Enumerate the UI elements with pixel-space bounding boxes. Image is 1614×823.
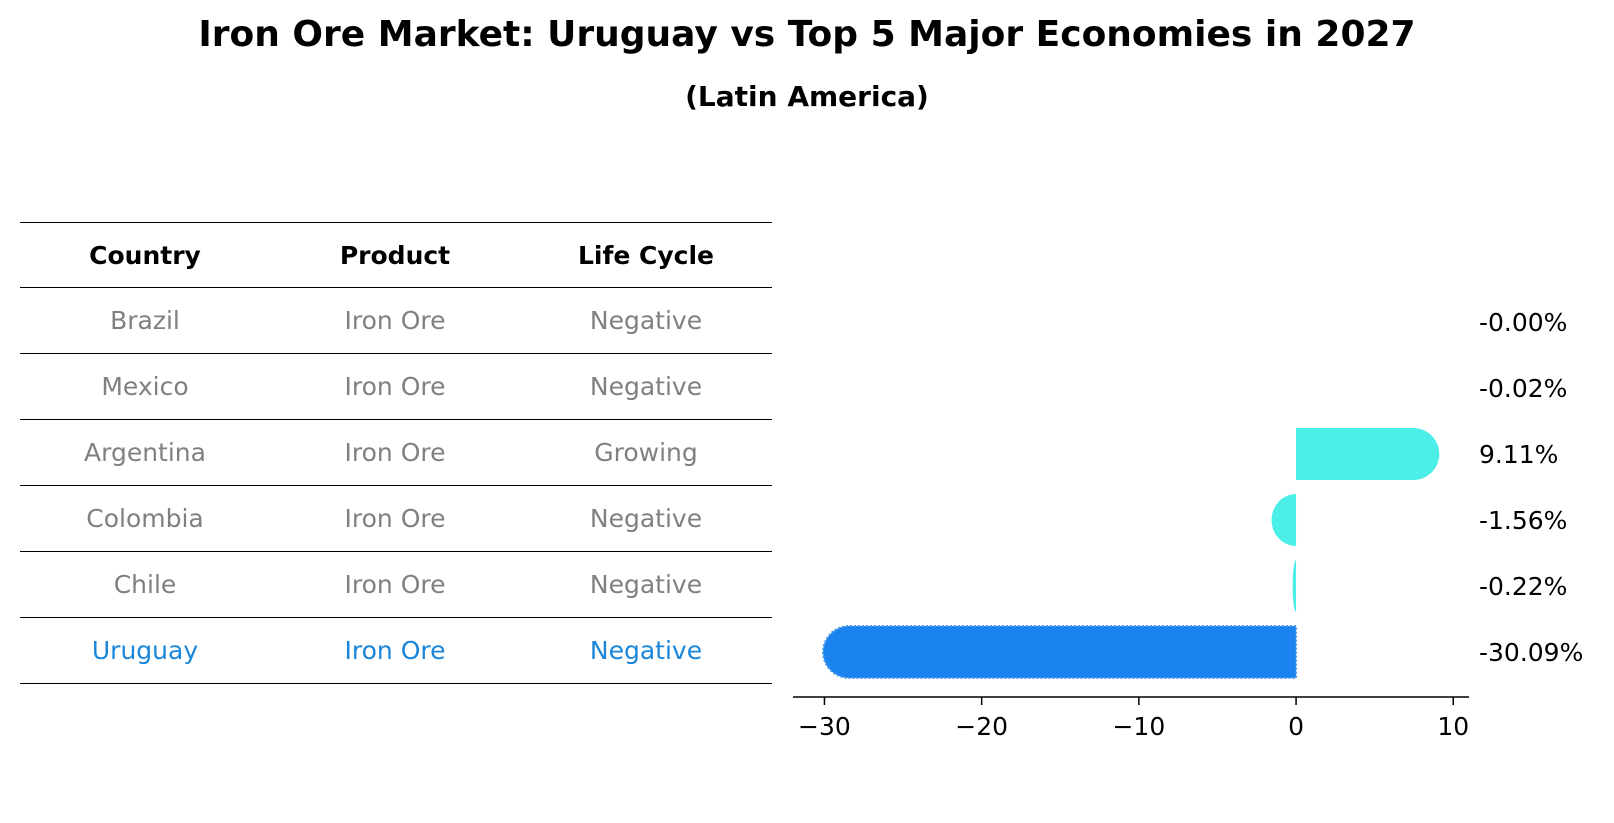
cell-country: Argentina	[84, 438, 206, 467]
cell-life-cycle: Negative	[589, 570, 703, 599]
bar-value-label: -0.22%	[1479, 572, 1567, 601]
cell-product: Iron Ore	[344, 504, 446, 533]
cell-product: Iron Ore	[344, 372, 446, 401]
data-table: Country Product Life Cycle Brazil Iron O…	[20, 222, 772, 684]
table-row-highlighted: Uruguay Iron Ore Negative	[20, 618, 772, 684]
x-tick-label: 10	[1437, 712, 1469, 741]
bar-chile	[1292, 560, 1297, 612]
cell-country: Chile	[113, 570, 177, 599]
bar-value-label: -0.00%	[1479, 308, 1567, 337]
table-row: Mexico Iron Ore Negative	[20, 354, 772, 420]
x-tick-label: 0	[1288, 712, 1304, 741]
table-row: Chile Iron Ore Negative	[20, 552, 772, 618]
header-product: Product	[339, 240, 451, 270]
cell-product: Iron Ore	[344, 306, 446, 335]
bar-value-label: -0.02%	[1479, 374, 1567, 403]
x-tick-label: −10	[1112, 712, 1165, 741]
bar-colombia	[1271, 494, 1297, 546]
cell-country: Uruguay	[91, 636, 199, 665]
cell-life-cycle: Negative	[589, 372, 703, 401]
bar-value-label: -1.56%	[1479, 506, 1567, 535]
cell-country: Brazil	[110, 306, 180, 335]
cell-country: Colombia	[86, 504, 204, 533]
bar-value-label: -30.09%	[1479, 638, 1583, 667]
table-row: Colombia Iron Ore Negative	[20, 486, 772, 552]
cell-life-cycle: Growing	[594, 438, 698, 467]
table-header-row: Country Product Life Cycle	[20, 222, 772, 288]
header-life-cycle: Life Cycle	[577, 240, 715, 270]
cell-product: Iron Ore	[344, 636, 446, 665]
cell-life-cycle: Negative	[589, 636, 703, 665]
bar-value-label: 9.11%	[1479, 440, 1558, 469]
chart-title: Iron Ore Market: Uruguay vs Top 5 Major …	[198, 14, 1416, 55]
cell-life-cycle: Negative	[589, 306, 703, 335]
table-row: Argentina Iron Ore Growing	[20, 420, 772, 486]
cell-product: Iron Ore	[344, 570, 446, 599]
bar-uruguay	[822, 625, 1298, 679]
header-country: Country	[89, 240, 201, 270]
table-row: Brazil Iron Ore Negative	[20, 288, 772, 354]
cell-country: Mexico	[101, 372, 189, 401]
bar-argentina	[1296, 428, 1440, 480]
x-tick-label: −20	[955, 712, 1008, 741]
cell-product: Iron Ore	[344, 438, 446, 467]
x-tick-label: −30	[798, 712, 851, 741]
chart-subtitle: (Latin America)	[685, 80, 929, 113]
cell-life-cycle: Negative	[589, 504, 703, 533]
